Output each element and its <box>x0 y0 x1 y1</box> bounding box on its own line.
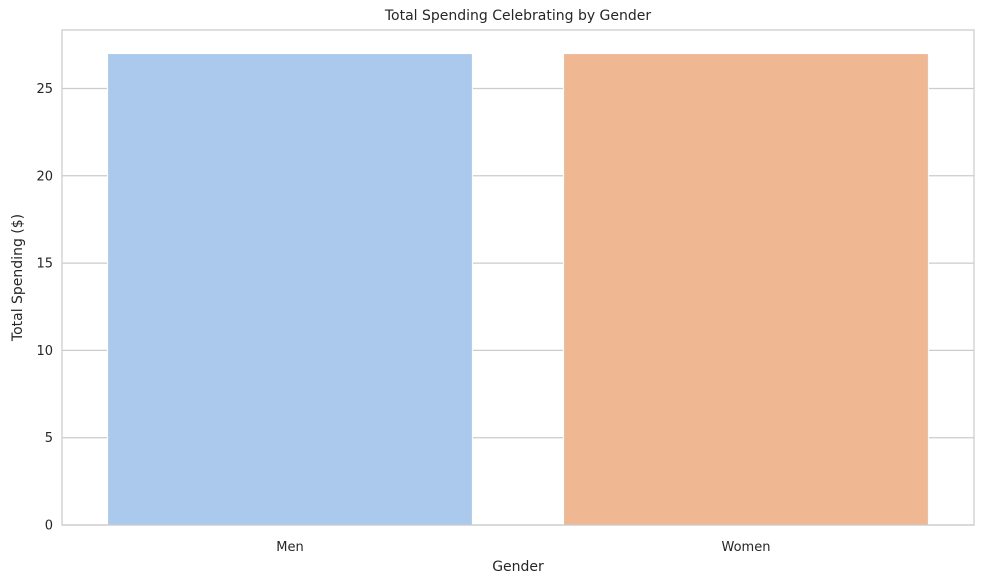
plot-area-frame <box>61 29 975 526</box>
x-tick-label: Men <box>276 540 303 555</box>
x-axis-label: Gender <box>492 559 544 575</box>
y-axis-ticks: 0 5 10 15 20 25 <box>36 82 53 534</box>
x-axis-ticks: Men Women <box>276 540 770 555</box>
bar-men <box>107 53 473 526</box>
y-tick-label: 0 <box>45 519 53 534</box>
bar-women <box>563 53 929 526</box>
bars-layer <box>107 53 929 526</box>
y-tick-label: 5 <box>45 431 53 446</box>
y-axis-label: Total Spending ($) <box>10 214 26 342</box>
y-tick-label: 25 <box>36 82 53 97</box>
y-tick-label: 10 <box>36 344 53 359</box>
y-tick-label: 15 <box>36 257 53 272</box>
x-tick-label: Women <box>722 540 771 555</box>
y-tick-label: 20 <box>36 169 53 184</box>
chart-title: Total Spending Celebrating by Gender <box>384 8 652 24</box>
